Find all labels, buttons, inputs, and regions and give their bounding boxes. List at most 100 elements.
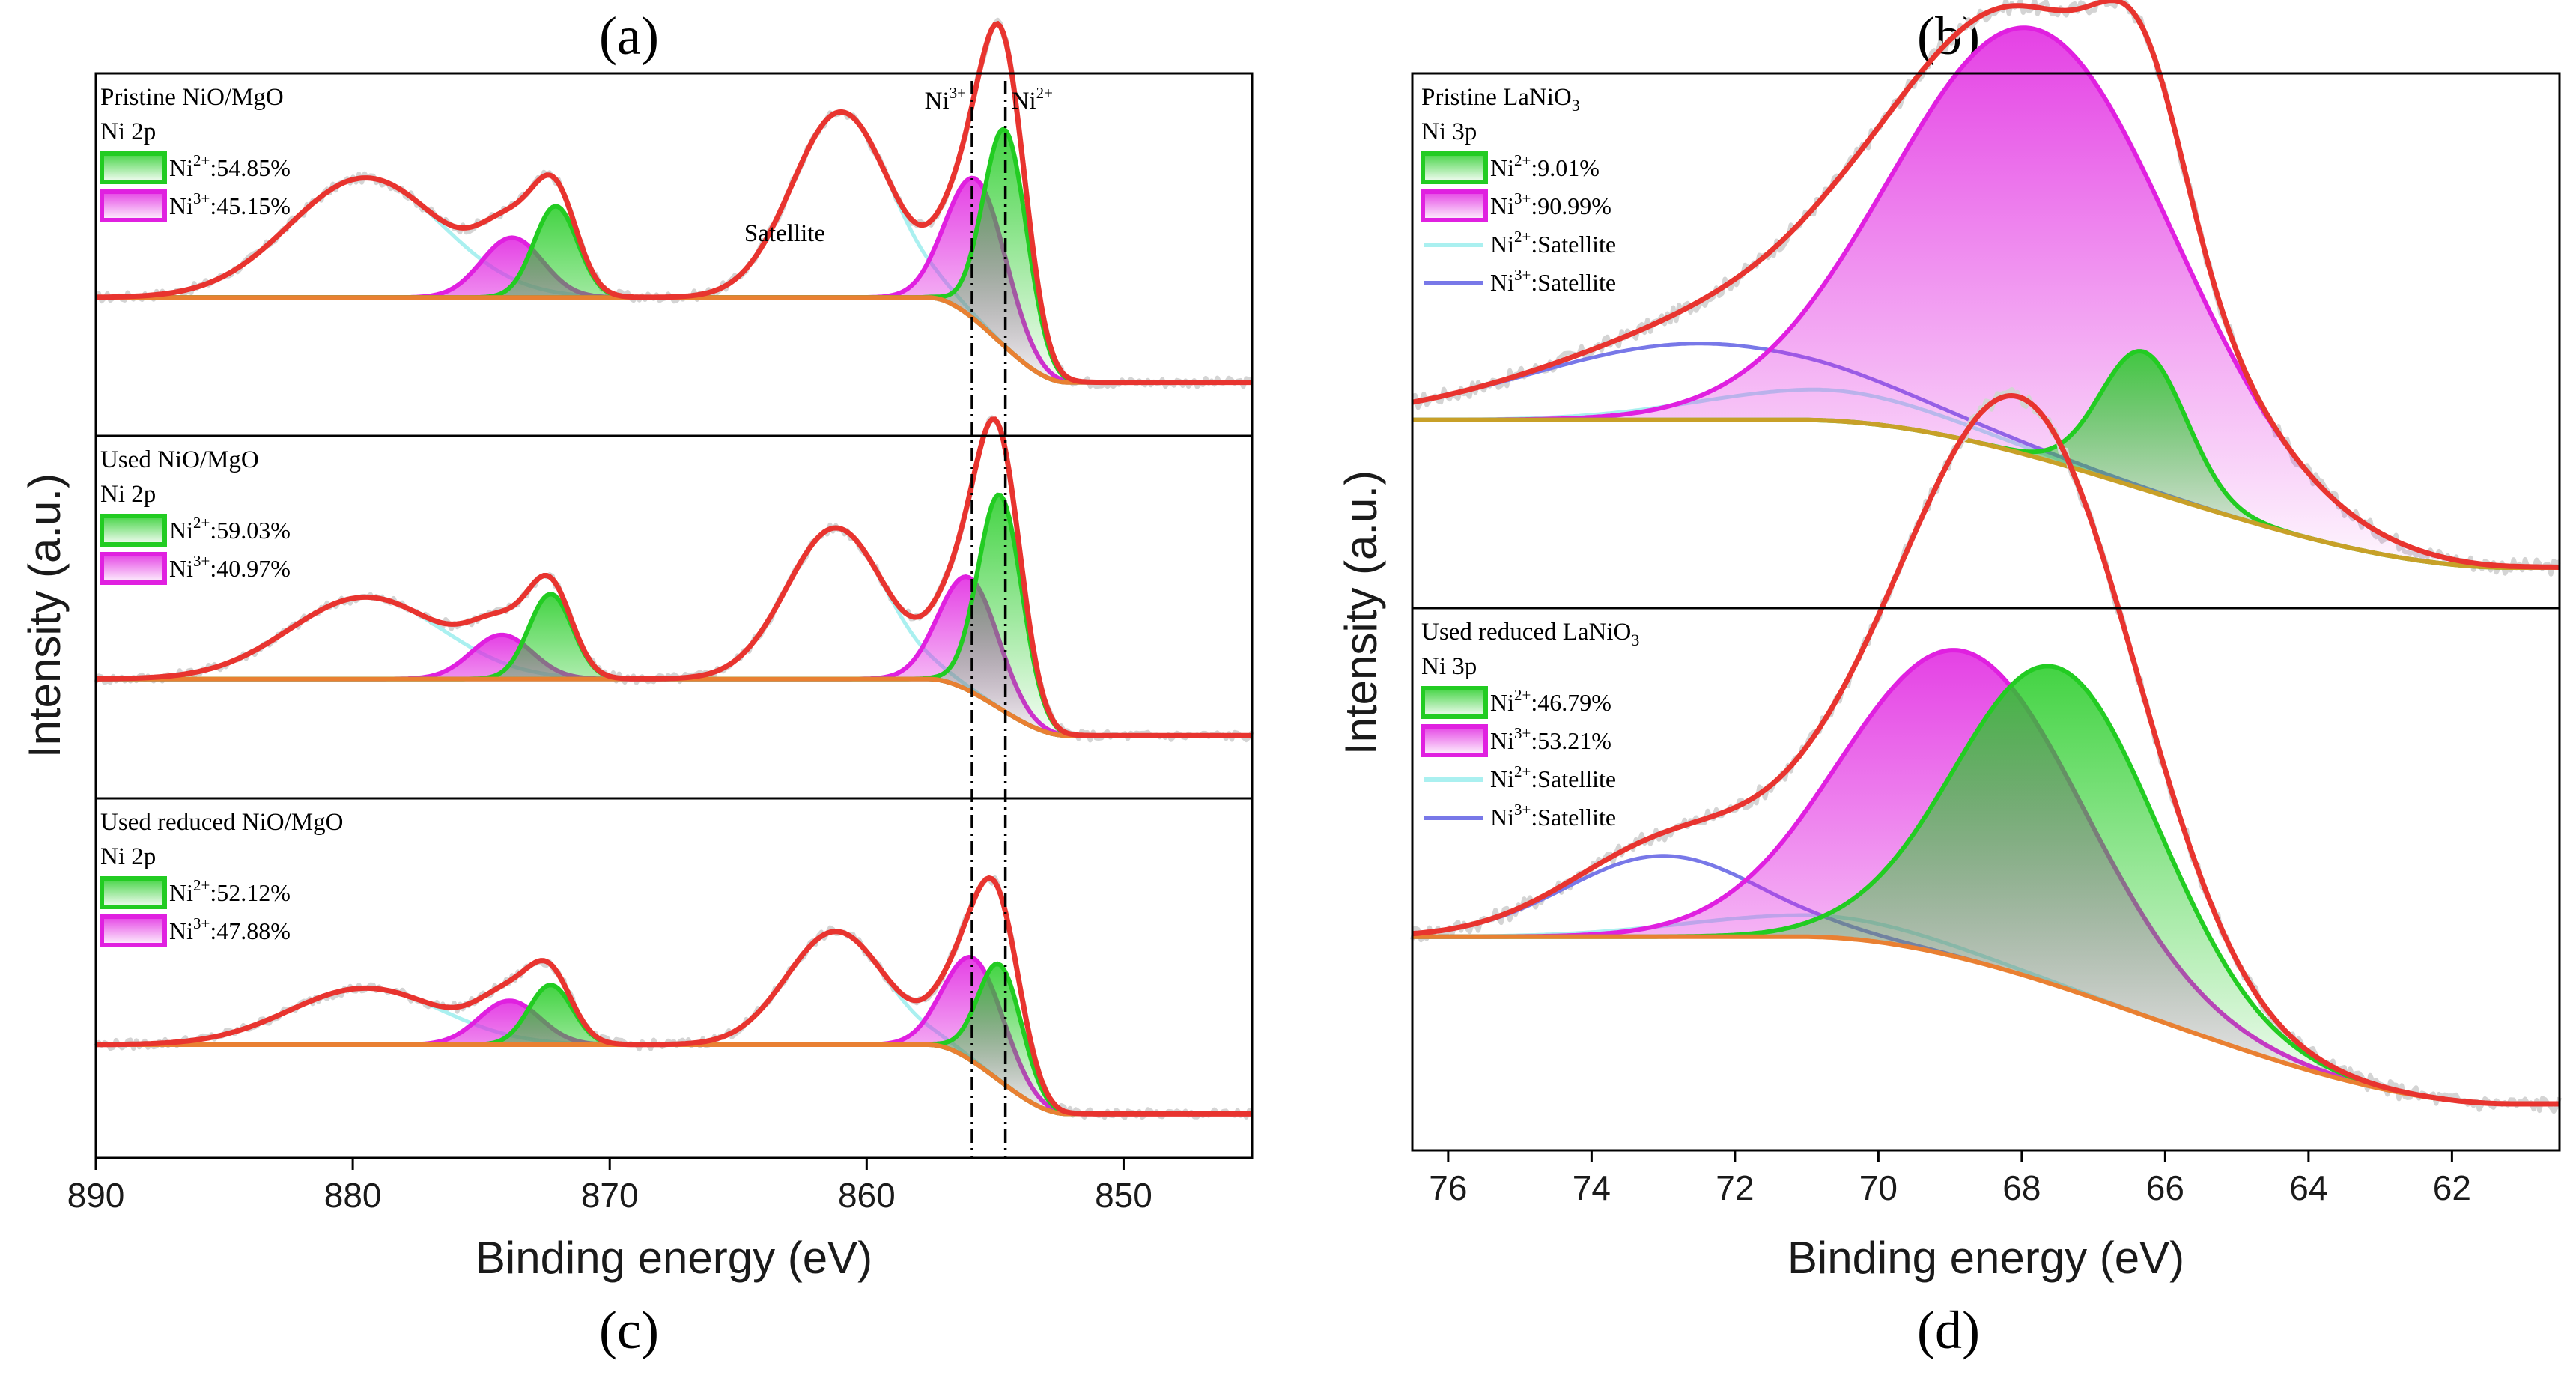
ni2-peak-0 [96, 961, 1252, 1117]
legend-swatch [100, 151, 167, 184]
stack-1 [94, 415, 1254, 743]
sat-peak-1 [95, 986, 1252, 1116]
ni3-peak-0 [96, 954, 1252, 1117]
orbital-label: Ni 2p [100, 481, 156, 508]
envelope-fit [95, 875, 1252, 1117]
legend-swatch [1421, 686, 1488, 719]
stack-legend: Used reduced LaNiO3 Ni 3p Ni2+:46.79% Ni3+:… [1421, 619, 1639, 831]
background-line [1412, 934, 2560, 1106]
satellite-annotation: Satellite [744, 220, 825, 247]
x-axis-title-right: Binding energy (eV) [1787, 1233, 2184, 1283]
ni2-peak-fill [96, 594, 1252, 736]
ni2-peak-1 [96, 592, 1252, 738]
stack-title: Pristine LaNiO3 [1421, 84, 1580, 115]
legend-entry: Ni2+:54.85% [169, 151, 291, 181]
ni3p-plot-layer: Pristine LaNiO3 Ni 3p Ni2+:9.01% Ni3+:90.99… [1410, 0, 2562, 1114]
stack-1 [1410, 386, 2562, 1114]
envelope-fit [96, 416, 1252, 738]
orbital-label: Ni 3p [1421, 653, 1477, 680]
stack-title: Used NiO/MgO [100, 446, 259, 473]
ni2-peak-fill [96, 985, 1252, 1114]
orbital-label: Ni 2p [100, 118, 156, 145]
stack-legend: Used NiO/MgO Ni 2p Ni2+:59.03% Ni3+:40.97% [100, 446, 291, 585]
ni3-peak-0 [96, 574, 1252, 738]
x-tick-label: 66 [2146, 1168, 2184, 1207]
panel-letter-d: (d) [1917, 1300, 1980, 1360]
y-axis-title-right: Intensity (a.u.) [1336, 470, 1386, 755]
ni3-peak-fill [96, 177, 1252, 383]
stack-legend: Pristine NiO/MgO Ni 2p Ni2+:54.85% Ni3+:45.… [100, 84, 291, 222]
legend-entry: Ni3+:40.97% [169, 552, 291, 582]
x-tick-label: 72 [1716, 1168, 1754, 1207]
legend-swatch [100, 189, 167, 222]
x-axis-title-left: Binding energy (eV) [476, 1233, 872, 1283]
ni2-peak-fill [96, 963, 1252, 1114]
ni3p-plot-frame [1411, 72, 2561, 1152]
x-tick-label: 850 [1095, 1176, 1152, 1215]
ni3p-stacked-chart: Pristine LaNiO3 Ni 3p Ni2+:9.01% Ni3+:90.99… [1336, 0, 2562, 1283]
stack-legend: Used reduced NiO/MgO Ni 2p Ni2+:52.12% Ni3+… [100, 809, 343, 947]
x-tick-label: 860 [838, 1176, 896, 1215]
envelope-fit [1412, 0, 2560, 570]
raw-spectrum [94, 875, 1253, 1120]
ni3-peak-fill [96, 957, 1252, 1114]
ni3-peak-1 [96, 235, 1252, 385]
reference-line-label: Ni3+ [925, 84, 966, 115]
legend-entry: Ni2+:52.12% [169, 876, 291, 906]
legend-entry: Ni3+:53.21% [1490, 724, 1611, 754]
legend-entry: Ni2+:9.01% [1490, 151, 1600, 181]
stack-title: Used reduced LaNiO3 [1421, 619, 1639, 649]
stack-legend: Pristine LaNiO3 Ni 3p Ni2+:9.01% Ni3+:90.99… [1421, 84, 1616, 296]
stack-0 [95, 17, 1254, 389]
legend-swatch [1421, 151, 1488, 184]
stack-title: Used reduced NiO/MgO [100, 809, 343, 836]
x-tick-label: 64 [2289, 1168, 2327, 1207]
legend-entry: Ni3+:90.99% [1490, 189, 1611, 219]
envelope-fit [1412, 392, 2560, 1107]
x-tick-label: 76 [1429, 1168, 1467, 1207]
legend-entry: Ni2+:Satellite [1490, 762, 1616, 792]
panel-letter-a: (a) [599, 6, 659, 66]
x-tick-label: 890 [67, 1176, 125, 1215]
sat-peak-1 [96, 595, 1252, 738]
stack-0 [1411, 0, 2561, 577]
x-tick-label: 62 [2433, 1168, 2471, 1207]
legend-swatch [100, 552, 167, 585]
ni3-peak-fill [96, 237, 1252, 383]
legend-swatch [100, 914, 167, 947]
x-tick-label: 880 [324, 1176, 382, 1215]
legend-entry: Ni3+:Satellite [1490, 801, 1616, 831]
legend-swatch [1421, 189, 1488, 222]
background-line [96, 1042, 1252, 1117]
ni2-peak-1 [96, 983, 1252, 1117]
legend-swatch [100, 514, 167, 547]
orbital-label: Ni 2p [100, 843, 156, 870]
x-tick-label: 74 [1573, 1168, 1611, 1207]
x-tick-label: 870 [581, 1176, 639, 1215]
reference-line-label: Ni2+ [1012, 84, 1053, 115]
orbital-label: Ni 3p [1421, 118, 1477, 145]
ni3-peak-fill [96, 577, 1252, 736]
legend-entry: Ni2+:Satellite [1490, 228, 1616, 258]
ni3-peak-1 [96, 632, 1252, 738]
ni3-peak-fill [1412, 28, 2560, 568]
y-axis-title-left: Intensity (a.u.) [19, 473, 70, 758]
ni2p-stacked-chart: Pristine NiO/MgO Ni 2p Ni2+:54.85% Ni3+:45.… [19, 17, 1254, 1283]
envelope-fit [95, 20, 1252, 386]
legend-swatch [100, 876, 167, 909]
legend-swatch [1421, 724, 1488, 757]
background-line [96, 676, 1252, 738]
ni2p-plot-frame [94, 72, 1254, 1159]
ni2-peak-fill [96, 129, 1252, 383]
ni2p-x-axis: 890 880 870 860 850 [67, 1158, 1152, 1215]
panel-letter-c: (c) [599, 1300, 659, 1360]
background-line [1412, 417, 2560, 570]
ni3-peak-fill [96, 634, 1252, 736]
ni3p-x-axis: 76 74 72 70 68 66 64 62 [1429, 1150, 2471, 1207]
ni2-peak-fill [96, 494, 1252, 736]
x-tick-label: 68 [2002, 1168, 2041, 1207]
x-tick-label: 70 [1859, 1168, 1898, 1207]
legend-entry: Ni3+:45.15% [169, 189, 291, 219]
background-line [96, 295, 1252, 385]
